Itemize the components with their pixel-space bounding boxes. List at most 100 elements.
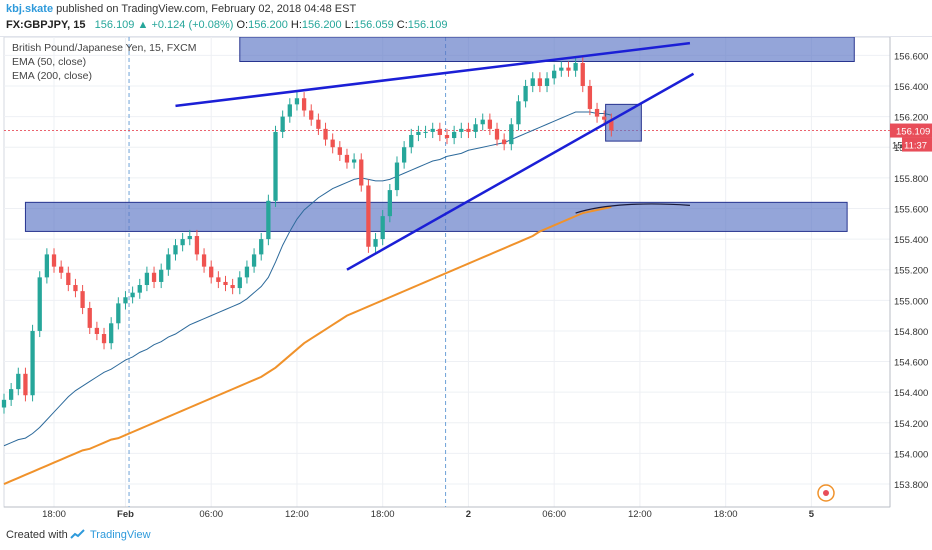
open-label: O: — [236, 19, 249, 31]
candle-body — [37, 277, 42, 331]
candle-body — [144, 272, 150, 286]
candle-body — [580, 63, 585, 86]
x-tick-label: 12:00 — [285, 509, 309, 520]
candle-body — [116, 303, 121, 324]
x-tick-label: 12:00 — [628, 509, 652, 520]
candle-body — [9, 389, 14, 400]
candle-body — [609, 119, 614, 131]
candle-body — [44, 254, 50, 278]
legend-ema200[interactable]: EMA (200, close) — [12, 70, 92, 82]
tradingview-brand-link[interactable]: TradingView — [90, 529, 151, 541]
candle-body — [280, 116, 285, 132]
x-tick-label: 18:00 — [42, 509, 66, 520]
candle-body — [337, 147, 342, 155]
candle-body — [66, 272, 71, 286]
candle-body — [344, 154, 350, 163]
high-value: 156.200 — [301, 19, 342, 31]
candle-body — [216, 277, 221, 282]
candle-body — [594, 108, 600, 117]
candle-body — [509, 124, 514, 145]
x-tick-label: 5 — [809, 509, 815, 520]
candle-body — [301, 98, 307, 111]
candle-body — [287, 104, 292, 117]
candle-body — [423, 131, 428, 133]
candle-body — [409, 134, 414, 148]
candle-body — [602, 116, 607, 120]
candle-body — [559, 67, 564, 71]
candle-body — [480, 119, 485, 125]
candle-body — [16, 373, 21, 390]
candle-body — [452, 131, 457, 139]
candle-body — [523, 85, 528, 102]
candle-body — [494, 128, 500, 140]
zone-rectangle[interactable] — [239, 37, 855, 62]
symbol-label: FX:GBPJPY, 15 — [6, 19, 86, 31]
change-value: +0.124 (+0.08%) — [151, 19, 234, 31]
candle-body — [330, 139, 335, 148]
candle-body — [537, 78, 543, 86]
candle-body — [137, 285, 142, 293]
y-tick-label: 153.800 — [894, 480, 928, 491]
candle-body — [187, 236, 192, 240]
last-price-tag-label: 156.109 — [896, 127, 930, 138]
y-tick-label: 154.600 — [894, 358, 928, 369]
candle-body — [223, 281, 228, 286]
y-tick-label: 156.600 — [894, 51, 928, 62]
author-username[interactable]: kbj.skate — [6, 3, 54, 15]
candle-body — [323, 128, 328, 140]
candle-body — [209, 266, 214, 278]
candle-body — [101, 334, 107, 344]
legend-title[interactable]: British Pound/Japanese Yen, 15, FXCM — [12, 42, 196, 54]
x-tick-label: 18:00 — [714, 509, 738, 520]
candle-body — [273, 131, 278, 201]
candle-body — [366, 185, 371, 247]
candle-body — [294, 98, 300, 105]
footer: Created with TradingView — [0, 520, 932, 550]
candle-body — [516, 101, 521, 125]
y-tick-label: 156.200 — [894, 113, 928, 124]
candle-body — [351, 159, 357, 163]
candle-body — [487, 119, 493, 129]
publish-line: kbj.skate published on TradingView.com, … — [6, 3, 356, 15]
zone-rectangle[interactable] — [24, 201, 848, 232]
trend-line[interactable] — [346, 72, 695, 271]
candle-body — [244, 266, 250, 278]
candle-body — [473, 124, 478, 132]
candle-body — [194, 236, 200, 255]
y-tick-label: 154.400 — [894, 388, 928, 399]
bar-timer-tag — [902, 137, 932, 152]
open-value: 156.200 — [248, 19, 288, 31]
price-chart[interactable]: 156.600156.400156.200156.000155.800155.6… — [0, 37, 932, 520]
timer-prefix-label: 15 — [892, 141, 903, 152]
candle-body — [166, 254, 171, 270]
record-dot-icon — [823, 490, 829, 496]
candle-body — [394, 162, 400, 191]
candle-body — [201, 254, 207, 267]
chart-area[interactable]: 156.600156.400156.200156.000155.800155.6… — [0, 37, 932, 520]
candle-body — [173, 245, 178, 255]
candle-body — [30, 330, 35, 396]
candle-body — [87, 307, 92, 328]
publish-info: published on TradingView.com, February 0… — [56, 3, 357, 15]
candle-body — [544, 78, 550, 86]
candle-body — [566, 67, 571, 71]
candle-body — [80, 291, 85, 308]
candle-body — [159, 269, 164, 282]
candle-body — [230, 285, 235, 289]
x-tick-label: 06:00 — [542, 509, 566, 520]
created-with-label: Created with — [6, 529, 68, 541]
close-label: C: — [396, 19, 408, 31]
candle-body — [123, 297, 128, 304]
trend-line[interactable] — [175, 41, 691, 108]
last-price-value: 156.109 — [94, 19, 135, 31]
chart-header: kbj.skate published on TradingView.com, … — [0, 0, 932, 37]
candle-body — [430, 128, 435, 132]
candle-body — [387, 190, 392, 217]
candle-body — [251, 254, 257, 267]
legend-ema50[interactable]: EMA (50, close) — [12, 56, 86, 68]
candle-body — [466, 128, 471, 132]
candle-body — [437, 128, 442, 135]
ema200-line — [3, 205, 612, 485]
arc-curve-drawing[interactable] — [575, 203, 690, 214]
candle-body — [459, 128, 464, 132]
